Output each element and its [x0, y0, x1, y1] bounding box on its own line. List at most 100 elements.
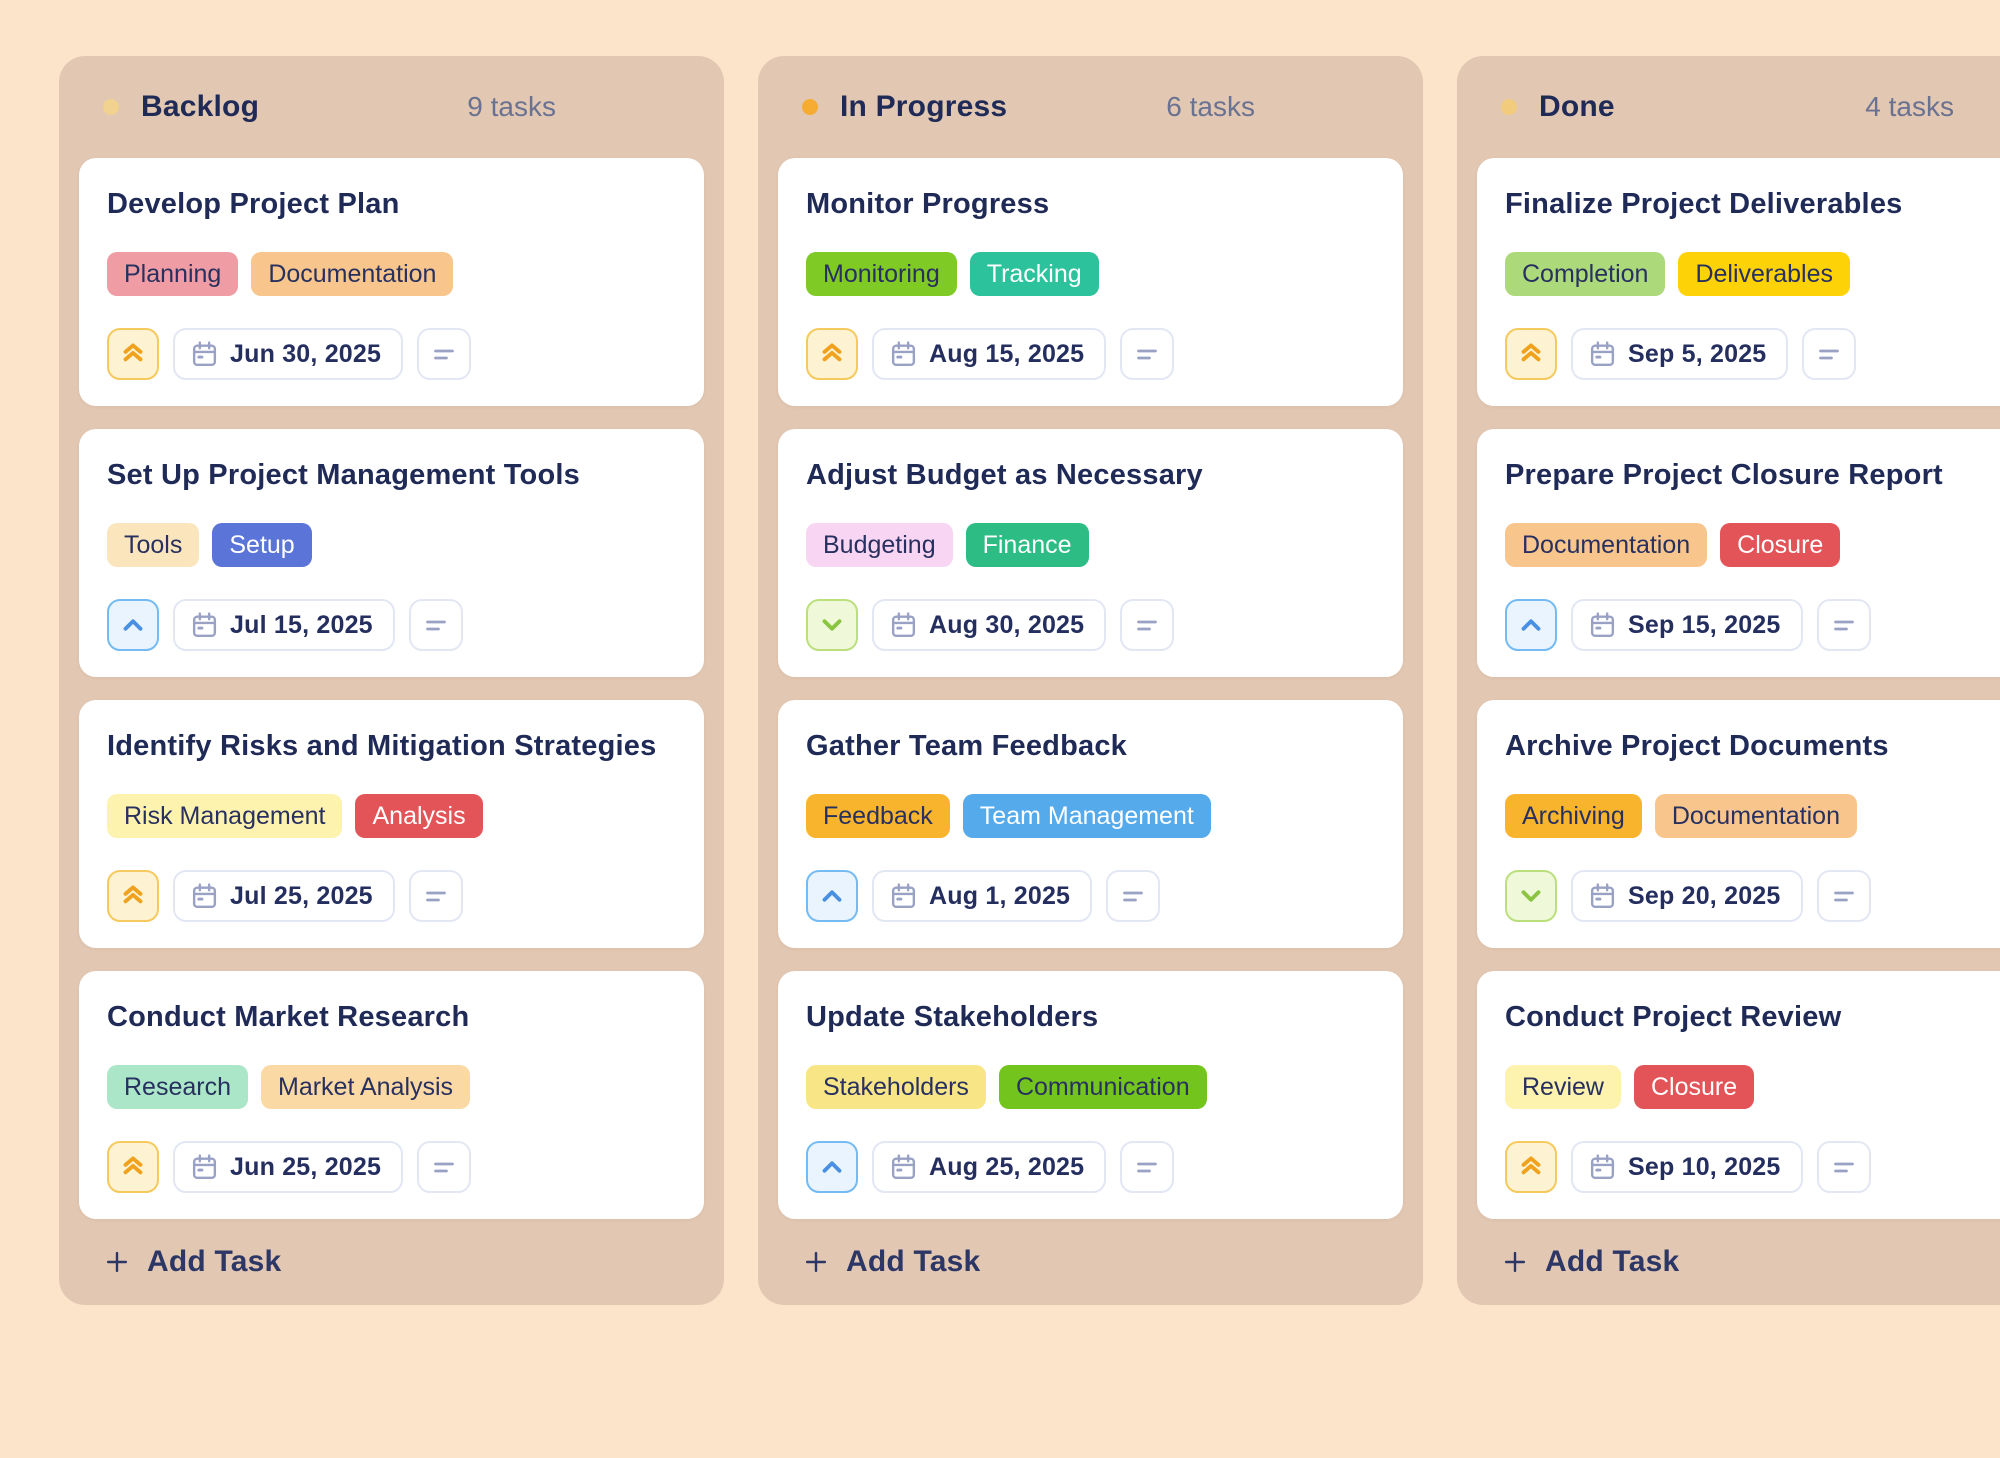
calendar-icon: [1588, 882, 1617, 911]
column-header: Backlog 9 tasks: [59, 56, 724, 158]
description-lines-icon: [1118, 881, 1148, 911]
add-card-button[interactable]: [1990, 88, 2000, 126]
priority-medium-icon: [1505, 599, 1557, 651]
tag: Deliverables: [1678, 252, 1851, 296]
priority-high-icon: [107, 1141, 159, 1193]
due-date: Aug 25, 2025: [929, 1152, 1085, 1181]
due-date-chip[interactable]: Jul 25, 2025: [173, 870, 395, 922]
card-meta: Jul 15, 2025: [107, 599, 676, 651]
card-meta: Sep 5, 2025: [1505, 328, 2000, 380]
description-chip[interactable]: [1120, 328, 1175, 380]
tag: Feedback: [806, 794, 950, 838]
due-date-chip[interactable]: Sep 10, 2025: [1571, 1141, 1803, 1193]
card-meta: Aug 30, 2025: [806, 599, 1375, 651]
task-card[interactable]: Conduct Market Research Research Market A…: [79, 971, 704, 1219]
task-card[interactable]: Identify Risks and Mitigation Strategies…: [79, 700, 704, 948]
due-date-chip[interactable]: Sep 15, 2025: [1571, 599, 1803, 651]
tag: Documentation: [251, 252, 454, 296]
tag: Market Analysis: [261, 1065, 471, 1109]
task-title: Prepare Project Closure Report: [1505, 459, 1943, 491]
add-task-button[interactable]: Add Task: [1457, 1219, 2000, 1305]
due-date-chip[interactable]: Sep 5, 2025: [1571, 328, 1789, 380]
task-card[interactable]: Set Up Project Management Tools Tools Set…: [79, 429, 704, 677]
tag-list: Budgeting Finance: [806, 523, 1375, 567]
priority-medium-icon: [806, 870, 858, 922]
column-title: Backlog: [141, 90, 260, 123]
card-list: Finalize Project Deliverables Completion…: [1457, 158, 2000, 1219]
task-card[interactable]: Conduct Project Review Review Closure Sep…: [1477, 971, 2000, 1219]
due-date-chip[interactable]: Aug 1, 2025: [872, 870, 1093, 922]
add-task-button[interactable]: Add Task: [59, 1219, 724, 1305]
tag: Team Management: [962, 794, 1211, 838]
tag: Monitoring: [806, 252, 957, 296]
description-chip[interactable]: [1120, 1141, 1175, 1193]
priority-high-icon: [1505, 328, 1557, 380]
description-chip[interactable]: [408, 870, 463, 922]
task-card[interactable]: Adjust Budget as Necessary Budgeting Fina…: [778, 429, 1403, 677]
description-chip[interactable]: [1816, 599, 1871, 651]
calendar-icon: [889, 882, 918, 911]
description-chip[interactable]: [1106, 870, 1161, 922]
calendar-icon: [190, 1153, 219, 1182]
calendar-icon: [889, 611, 918, 640]
column-menu-button[interactable]: [1367, 88, 1393, 145]
task-title: Finalize Project Deliverables: [1505, 188, 1903, 220]
task-card[interactable]: Monitor Progress Monitoring Tracking Aug …: [778, 158, 1403, 406]
description-chip[interactable]: [1816, 1141, 1871, 1193]
calendar-icon: [1588, 340, 1617, 369]
column-task-count: 9 tasks: [467, 91, 556, 122]
task-card[interactable]: Archive Project Documents Archiving Docum…: [1477, 700, 2000, 948]
due-date-chip[interactable]: Aug 15, 2025: [872, 328, 1107, 380]
description-chip[interactable]: [1802, 328, 1857, 380]
description-chip[interactable]: [417, 1141, 472, 1193]
add-card-button[interactable]: [592, 88, 638, 138]
description-chip[interactable]: [417, 328, 472, 380]
due-date-chip[interactable]: Jun 30, 2025: [173, 328, 404, 380]
task-card[interactable]: Update Stakeholders Stakeholders Communic…: [778, 971, 1403, 1219]
description-chip[interactable]: [1120, 599, 1175, 651]
add-task-button[interactable]: Add Task: [758, 1219, 1423, 1305]
task-title: Update Stakeholders: [806, 1001, 1099, 1033]
due-date: Jun 25, 2025: [230, 1152, 382, 1181]
card-list: Monitor Progress Monitoring Tracking Aug …: [758, 158, 1423, 1219]
column-task-count: 6 tasks: [1166, 91, 1255, 122]
column-menu-button[interactable]: [668, 88, 694, 145]
tag: Research: [107, 1065, 248, 1109]
card-meta: Jul 25, 2025: [107, 870, 676, 922]
description-chip[interactable]: [408, 599, 463, 651]
due-date-chip[interactable]: Aug 25, 2025: [872, 1141, 1107, 1193]
card-meta: Jun 25, 2025: [107, 1141, 676, 1193]
tag: Review: [1505, 1065, 1621, 1109]
tag: Tracking: [969, 252, 1099, 296]
task-title: Gather Team Feedback: [806, 730, 1127, 762]
priority-medium-icon: [107, 599, 159, 651]
task-card[interactable]: Develop Project Plan Planning Documentati…: [79, 158, 704, 406]
tag: Documentation: [1654, 794, 1857, 838]
priority-high-icon: [107, 328, 159, 380]
card-meta: Aug 25, 2025: [806, 1141, 1375, 1193]
due-date-chip[interactable]: Sep 20, 2025: [1571, 870, 1803, 922]
description-lines-icon: [421, 610, 451, 640]
tag: Communication: [998, 1065, 1207, 1109]
add-card-button[interactable]: [1291, 88, 1337, 138]
due-date-chip[interactable]: Aug 30, 2025: [872, 599, 1107, 651]
due-date-chip[interactable]: Jul 15, 2025: [173, 599, 395, 651]
task-card[interactable]: Prepare Project Closure Report Documenta…: [1477, 429, 2000, 677]
description-lines-icon: [1132, 1152, 1162, 1182]
due-date: Sep 20, 2025: [1628, 881, 1781, 910]
due-date: Jun 30, 2025: [230, 339, 382, 368]
tag: Analysis: [355, 794, 483, 838]
column-header: In Progress 6 tasks: [758, 56, 1423, 158]
priority-high-icon: [1505, 1141, 1557, 1193]
priority-high-icon: [806, 328, 858, 380]
card-list: Develop Project Plan Planning Documentati…: [59, 158, 724, 1219]
calendar-icon: [889, 340, 918, 369]
description-chip[interactable]: [1816, 870, 1871, 922]
card-meta: Sep 10, 2025: [1505, 1141, 2000, 1193]
task-card[interactable]: Gather Team Feedback Feedback Team Manage…: [778, 700, 1403, 948]
due-date: Aug 15, 2025: [929, 339, 1085, 368]
due-date-chip[interactable]: Jun 25, 2025: [173, 1141, 404, 1193]
task-card[interactable]: Finalize Project Deliverables Completion…: [1477, 158, 2000, 406]
description-lines-icon: [429, 1152, 459, 1182]
tag: Tools: [107, 523, 200, 567]
